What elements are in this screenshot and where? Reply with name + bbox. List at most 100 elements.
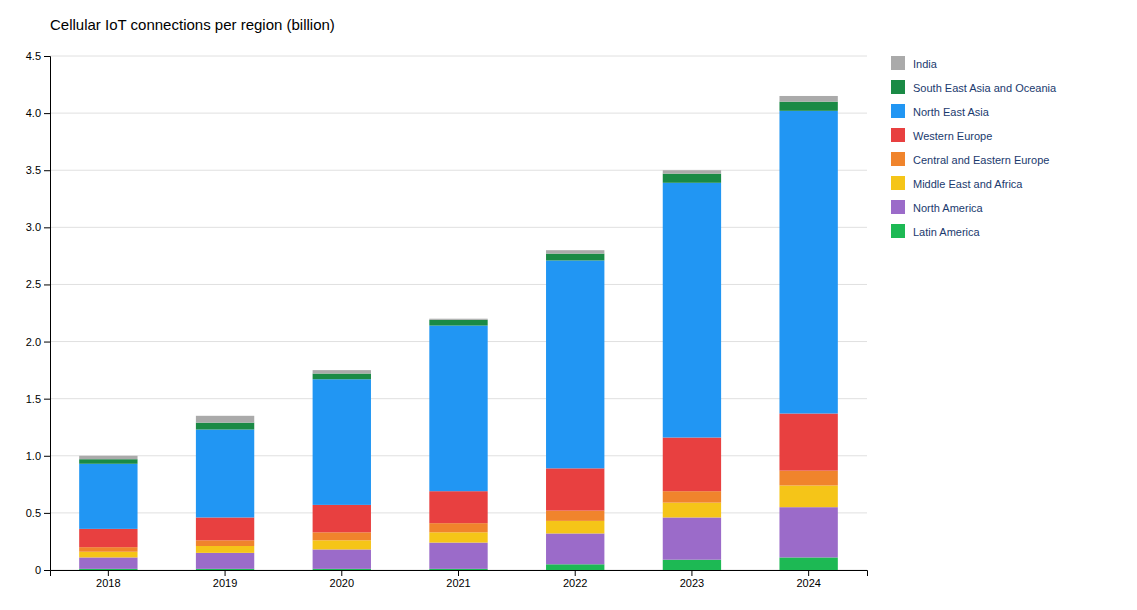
legend-item: Middle East and Africa	[891, 176, 1023, 190]
tick-mark	[44, 513, 50, 514]
tick: 3.5	[26, 164, 50, 176]
bar	[779, 471, 837, 486]
tick: 0	[35, 564, 50, 576]
bar	[663, 491, 721, 502]
bar	[546, 260, 604, 468]
bar	[313, 569, 371, 570]
tick-mark	[44, 170, 50, 171]
tick: 1.5	[26, 393, 50, 405]
bar	[779, 102, 837, 111]
legend-item: South East Asia and Oceania	[891, 80, 1057, 94]
legend-label: Middle East and Africa	[913, 178, 1023, 190]
bar-series	[79, 485, 838, 557]
bar	[663, 183, 721, 438]
legend-label: North America	[913, 202, 984, 214]
tick-label: 2021	[446, 577, 470, 589]
tick-mark	[575, 570, 576, 576]
legend-swatch	[891, 56, 905, 70]
bar	[79, 464, 137, 529]
legend-swatch	[891, 224, 905, 238]
bar	[663, 503, 721, 518]
legend-item: North America	[891, 200, 984, 214]
bar	[313, 370, 371, 373]
grid-line	[50, 56, 867, 57]
bar	[779, 507, 837, 557]
grid-line	[50, 227, 867, 228]
tick-mark	[44, 113, 50, 114]
tick-label: 2020	[330, 577, 354, 589]
chart: 00.51.01.52.02.53.03.54.04.5201820192020…	[0, 0, 1137, 610]
grid-line	[50, 113, 867, 114]
legend-item: Latin America	[891, 224, 981, 238]
bar	[663, 170, 721, 173]
bar	[79, 569, 137, 570]
legend-swatch	[891, 128, 905, 142]
tick-mark	[458, 570, 459, 576]
tick-label: 2.0	[26, 336, 41, 348]
tick-label: 2.5	[26, 278, 41, 290]
bar-series	[79, 102, 838, 464]
bar	[429, 326, 487, 492]
tick-label: 2022	[563, 577, 587, 589]
tick-mark	[44, 56, 50, 57]
tick-label: 3.5	[26, 164, 41, 176]
tick-label: 2024	[796, 577, 820, 589]
bar	[663, 438, 721, 492]
tick: 2024	[796, 570, 820, 589]
bar	[313, 540, 371, 549]
bar	[79, 529, 137, 547]
bar	[313, 549, 371, 568]
x-axis: 2018201920202021202220232024	[51, 570, 868, 589]
legend-label: South East Asia and Oceania	[913, 82, 1057, 94]
tick-mark	[108, 570, 109, 576]
tick-mark	[44, 227, 50, 228]
bar	[779, 557, 837, 570]
tick: 2019	[213, 570, 237, 589]
bar	[429, 543, 487, 569]
tick: 4.0	[26, 107, 50, 119]
legend-label: Western Europe	[913, 130, 992, 142]
axis-line	[44, 57, 51, 571]
tick-label: 4.5	[26, 50, 41, 62]
tick: 2023	[680, 570, 704, 589]
tick: 2021	[446, 570, 470, 589]
legend-item: North East Asia	[891, 104, 990, 118]
bar	[79, 557, 137, 568]
bar	[196, 553, 254, 569]
plot-area: 00.51.01.52.02.53.03.54.04.5201820192020…	[26, 50, 868, 589]
tick: 1.0	[26, 450, 50, 462]
tick-mark	[691, 570, 692, 576]
axis-line	[51, 571, 868, 577]
legend-swatch	[891, 80, 905, 94]
tick-mark	[44, 456, 50, 457]
tick: 4.5	[26, 50, 50, 62]
bar	[313, 505, 371, 532]
bar	[546, 533, 604, 564]
grid-line	[50, 284, 867, 285]
bar	[313, 379, 371, 505]
bar-series	[79, 111, 838, 529]
legend: India South East Asia and Oceania North Ea…	[891, 56, 1057, 238]
legend-swatch	[891, 176, 905, 190]
title: Cellular IoT connections per region (bil…	[50, 16, 335, 33]
bar	[429, 523, 487, 532]
bar	[196, 517, 254, 540]
bar	[663, 517, 721, 559]
bar	[196, 540, 254, 546]
bar	[429, 569, 487, 570]
tick-label: 3.0	[26, 221, 41, 233]
bar	[79, 459, 137, 464]
bar	[429, 532, 487, 542]
legend-item: India	[891, 56, 938, 70]
legend-label: India	[913, 58, 938, 70]
tick-label: 4.0	[26, 107, 41, 119]
bar	[546, 250, 604, 253]
legend-label: Latin America	[913, 226, 981, 238]
tick-mark	[44, 342, 50, 343]
legend-label: Central and Eastern Europe	[913, 154, 1049, 166]
tick: 3.0	[26, 221, 50, 233]
bar	[79, 547, 137, 552]
grid-line	[50, 170, 867, 171]
bar	[546, 254, 604, 261]
tick-label: 1.5	[26, 393, 41, 405]
